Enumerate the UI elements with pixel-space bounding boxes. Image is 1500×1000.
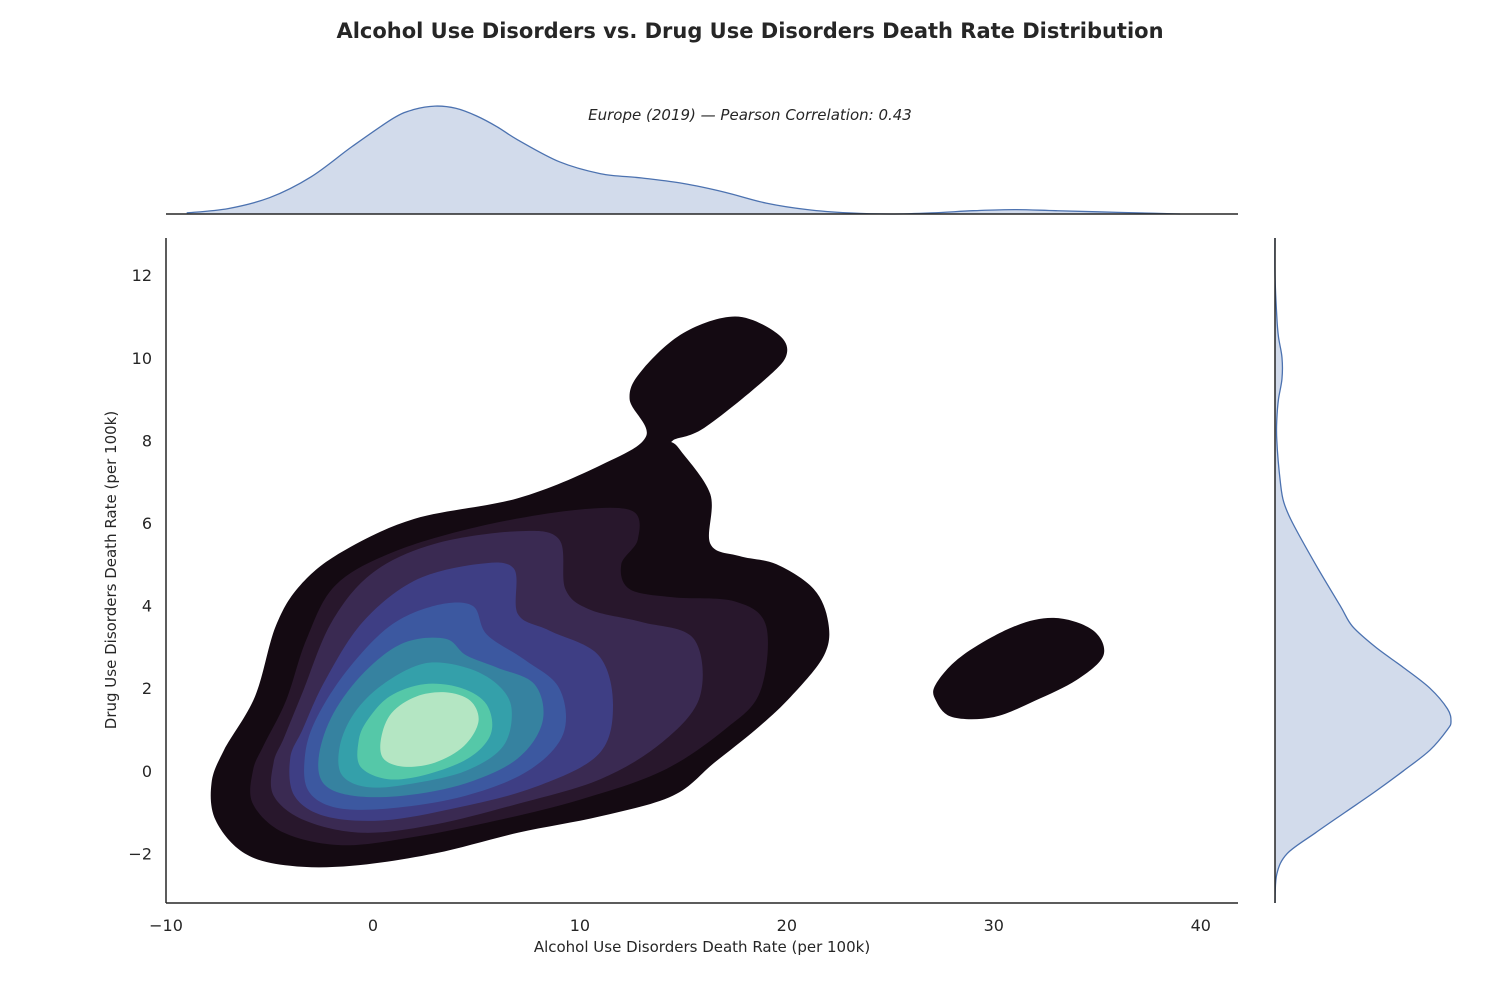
y-tick-label: 8 <box>142 431 152 450</box>
y-tick-label: 0 <box>142 762 152 781</box>
x-marginal-area <box>186 106 1181 214</box>
x-tick-label: 30 <box>984 916 1004 935</box>
y-tick-label: 4 <box>142 597 152 616</box>
x-marginal-kde <box>166 105 1238 215</box>
x-tick-label: 40 <box>1191 916 1211 935</box>
y-tick-label: 10 <box>132 349 152 368</box>
chart-title: Alcohol Use Disorders vs. Drug Use Disor… <box>336 19 1163 43</box>
joint-kde-plot <box>210 316 1105 868</box>
x-axis-label: Alcohol Use Disorders Death Rate (per 10… <box>534 938 870 956</box>
kde-contour-level-9-region-1 <box>380 692 479 767</box>
x-tick-label: 0 <box>368 916 378 935</box>
y-marginal-line <box>1274 237 1452 904</box>
chart-subtitle: Europe (2019) — Pearson Correlation: 0.4… <box>588 106 912 124</box>
y-tick-label: 6 <box>142 514 152 533</box>
y-marginal-kde <box>1274 237 1452 904</box>
x-marginal-line <box>186 105 1181 215</box>
x-tick-label: 10 <box>570 916 590 935</box>
x-tick-label: 20 <box>777 916 797 935</box>
axes: −10 0 10 20 30 40 −2 0 2 4 6 8 10 12 <box>128 238 1238 935</box>
y-tick-label: 2 <box>142 679 152 698</box>
y-marginal-area <box>1274 238 1451 903</box>
y-tick-label: −2 <box>128 844 152 863</box>
kde-contour-level-1-region-2 <box>933 617 1105 720</box>
x-tick-label: −10 <box>149 916 183 935</box>
y-axis-label: Drug Use Disorders Death Rate (per 100k) <box>102 411 120 729</box>
y-tick-label: 12 <box>132 266 152 285</box>
